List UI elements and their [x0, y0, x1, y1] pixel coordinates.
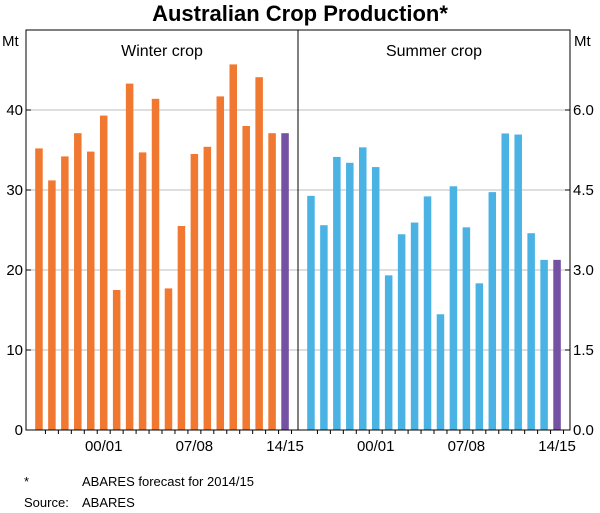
x-tick-label-summer: 14/15 — [538, 438, 576, 455]
chart-title: Australian Crop Production* — [152, 1, 448, 26]
bar-winter-09-10 — [216, 96, 225, 431]
bar-summer-03-04 — [410, 222, 419, 430]
bar-summer-04-05 — [423, 196, 432, 430]
bar-winter-97-98 — [61, 156, 69, 430]
bar-summer-09-10 — [488, 192, 497, 430]
right-tick-label: 4.5 — [573, 182, 594, 199]
bar-winter-10-11 — [229, 64, 237, 431]
left-tick-label: 20 — [6, 262, 23, 279]
panel-label-winter: Winter crop — [121, 43, 203, 60]
left-tick-label: 10 — [6, 342, 23, 359]
bar-winter-96-97 — [48, 180, 56, 430]
bar-summer-10-11 — [501, 133, 509, 430]
bar-winter-13-14 — [268, 133, 276, 430]
bar-summer-99-00 — [359, 147, 367, 431]
bar-summer-05-06 — [436, 314, 445, 430]
bar-winter-02-03 — [125, 83, 134, 430]
bar-summer-02-03 — [397, 234, 406, 430]
footnote-asterisk: * — [24, 474, 30, 489]
right-axis-unit: Mt — [574, 33, 591, 50]
bar-winter-01-02 — [112, 290, 121, 430]
bar-summer-95-96 — [307, 195, 315, 430]
x-tick-label-summer: 07/08 — [448, 438, 486, 455]
bar-summer-97-98 — [333, 156, 341, 430]
bar-summer-12-13 — [527, 233, 535, 430]
bar-winter-00-01 — [99, 115, 108, 430]
bar-summer-08-09 — [475, 283, 484, 430]
bar-summer-96-97 — [320, 225, 328, 430]
right-tick-label: 6.0 — [573, 102, 594, 119]
bar-winter-95-96 — [35, 148, 43, 430]
bar-winter-05-06 — [164, 288, 173, 430]
bar-winter-12-13 — [255, 77, 263, 430]
bar-winter-08-09 — [203, 146, 212, 431]
right-tick-label: 3.0 — [573, 262, 594, 279]
bar-summer-11-12 — [514, 134, 522, 431]
bar-winter-99-00 — [87, 151, 95, 430]
x-tick-label-winter: 14/15 — [266, 438, 304, 455]
bar-summer-06-07 — [449, 186, 458, 430]
bar-winter-14-15 — [281, 133, 289, 430]
bar-summer-13-14 — [540, 259, 548, 430]
panel-label-summer: Summer crop — [386, 43, 482, 60]
left-tick-label: 40 — [6, 102, 23, 119]
bar-winter-04-05 — [151, 98, 160, 431]
bar-winter-07-08 — [190, 154, 199, 430]
right-tick-label: 1.5 — [573, 342, 594, 359]
bar-summer-14-15 — [553, 259, 561, 430]
bar-summer-00-01 — [371, 167, 380, 431]
left-tick-label: 0 — [15, 422, 23, 439]
bar-summer-01-02 — [384, 275, 393, 430]
bar-winter-11-12 — [242, 126, 250, 430]
x-tick-label-summer: 00/01 — [357, 438, 395, 455]
footnote-text: ABARES forecast for 2014/15 — [82, 474, 254, 489]
right-tick-label: 0.0 — [573, 422, 594, 439]
source-text: ABARES — [82, 495, 135, 510]
x-tick-label-winter: 00/01 — [85, 438, 123, 455]
left-axis-unit: Mt — [2, 33, 19, 50]
bar-winter-06-07 — [177, 226, 186, 430]
left-tick-label: 30 — [6, 182, 23, 199]
bar-summer-98-99 — [346, 162, 354, 431]
x-tick-label-winter: 07/08 — [176, 438, 214, 455]
bar-winter-98-99 — [74, 133, 82, 430]
bar-winter-03-04 — [138, 152, 147, 430]
bar-summer-07-08 — [462, 227, 471, 430]
source-label: Source: — [24, 495, 69, 510]
